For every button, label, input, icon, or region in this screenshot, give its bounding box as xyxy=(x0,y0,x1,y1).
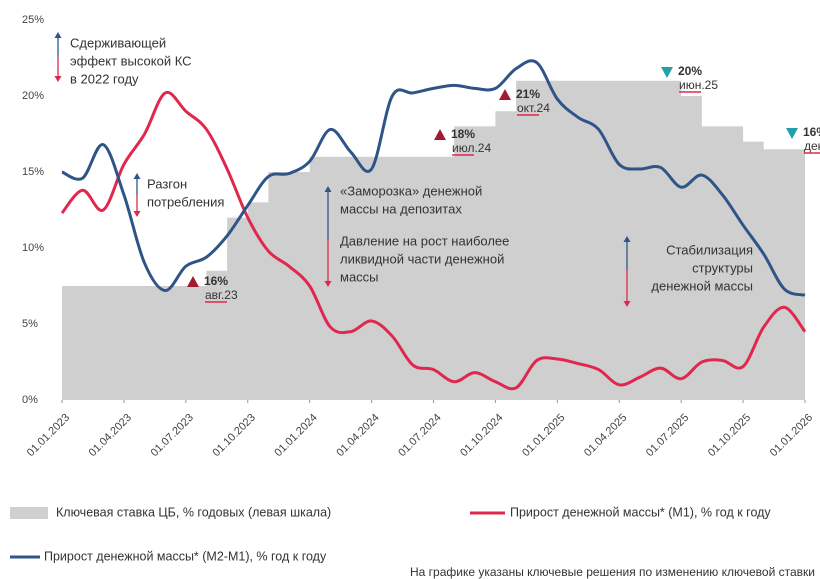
annotation: Сдерживающей xyxy=(70,35,166,50)
annotation: в 2022 году xyxy=(70,71,139,86)
x-tick-label: 01.07.2024 xyxy=(396,412,443,459)
decision-date: авг.23 xyxy=(205,288,238,302)
annotation: ликвидной части денежной xyxy=(340,251,504,266)
decision-marker xyxy=(434,129,446,140)
annotation: Давление на рост наиболее xyxy=(340,233,509,248)
x-tick-label: 01.01.2023 xyxy=(25,412,72,459)
arrow-head xyxy=(623,301,631,307)
arrow-head xyxy=(133,173,141,179)
arrow-head xyxy=(54,76,62,82)
x-tick-label: 01.01.2026 xyxy=(768,412,815,459)
x-tick-label: 01.10.2023 xyxy=(211,412,258,459)
legend-swatch xyxy=(10,507,48,519)
annotation: массы на депозитах xyxy=(340,201,462,216)
x-tick-label: 01.07.2023 xyxy=(149,412,196,459)
x-tick-label: 01.04.2024 xyxy=(334,412,381,459)
decision-marker xyxy=(187,276,199,287)
decision-marker xyxy=(661,67,673,78)
arrow-head xyxy=(324,186,332,192)
arrow-head xyxy=(133,211,141,217)
arrow-head xyxy=(623,236,631,242)
decision-date: июл.24 xyxy=(452,141,491,155)
x-tick-label: 01.01.2025 xyxy=(520,412,567,459)
x-tick-label: 01.04.2023 xyxy=(87,412,134,459)
annotation: массы xyxy=(340,269,379,284)
y-tick-label: 15% xyxy=(22,166,44,178)
y-tick-label: 0% xyxy=(22,394,38,406)
arrow-head xyxy=(324,281,332,287)
legend-label: Прирост денежной массы* (M1), % год к го… xyxy=(510,505,771,519)
y-tick-label: 25% xyxy=(22,14,44,26)
y-tick-label: 20% xyxy=(22,90,44,102)
footnote: На графике указаны ключевые решения по и… xyxy=(410,565,815,579)
decision-label: 16% xyxy=(204,274,228,288)
annotation: эффект высокой КС xyxy=(70,53,192,68)
arrow-head xyxy=(54,32,62,38)
y-tick-label: 10% xyxy=(22,242,44,254)
decision-date: дек.25 xyxy=(804,139,820,153)
x-tick-label: 01.10.2024 xyxy=(458,412,505,459)
legend-label: Ключевая ставка ЦБ, % годовых (левая шка… xyxy=(56,505,331,519)
series-line xyxy=(61,59,806,297)
key-rate-area xyxy=(62,80,805,401)
decision-date: окт.24 xyxy=(517,101,550,115)
x-tick-label: 01.10.2025 xyxy=(706,412,753,459)
annotation: «Заморозка» денежной xyxy=(340,183,482,198)
x-tick-label: 01.04.2025 xyxy=(582,412,629,459)
x-tick-label: 01.07.2025 xyxy=(644,412,691,459)
decision-marker xyxy=(499,89,511,100)
y-tick-label: 5% xyxy=(22,318,38,330)
decision-label: 21% xyxy=(516,87,540,101)
decision-label: 18% xyxy=(451,127,475,141)
decision-label: 20% xyxy=(678,64,702,78)
decision-label: 16% xyxy=(803,125,820,139)
series-line xyxy=(60,90,807,391)
x-tick-label: 01.01.2024 xyxy=(272,412,319,459)
decision-marker xyxy=(786,128,798,139)
annotation: Разгон xyxy=(147,176,187,191)
annotation: денежной массы xyxy=(651,278,753,293)
annotation: Стабилизация xyxy=(666,242,753,257)
annotation: структуры xyxy=(692,260,753,275)
legend-label: Прирост денежной массы* (M2-M1), % год к… xyxy=(44,549,327,563)
decision-date: июн.25 xyxy=(679,78,718,92)
annotation: потребления xyxy=(147,194,224,209)
